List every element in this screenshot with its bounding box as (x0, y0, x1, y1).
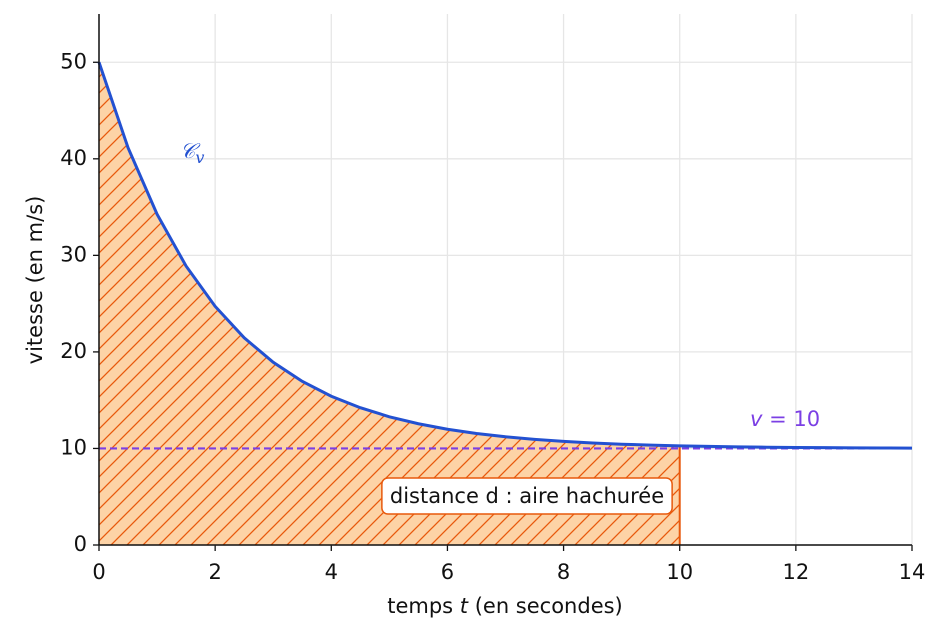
y-tick-label: 10 (60, 435, 87, 459)
asymptote-label: v = 10 (750, 407, 820, 431)
asymptote-value: = 10 (762, 407, 820, 431)
x-tick-label: 0 (92, 560, 105, 584)
curve-label-sub: v (195, 148, 204, 167)
x-tick-label: 4 (325, 560, 338, 584)
hatched-area (99, 62, 680, 545)
y-tick-label: 40 (60, 146, 87, 170)
x-tick-label: 8 (557, 560, 570, 584)
x-tick-label: 14 (899, 560, 926, 584)
annotation-box (381, 477, 673, 515)
curve-label: 𝒞v (180, 139, 204, 167)
y-tick-label: 50 (60, 49, 87, 73)
y-tick-label: 20 (60, 339, 87, 363)
annotation: distance d : aire hachurée (390, 484, 664, 508)
asymptote-var: v (750, 407, 763, 431)
y-tick-label: 0 (74, 532, 87, 556)
curve (97, 61, 913, 450)
x-tick-label: 10 (666, 560, 693, 584)
x-tick-label: 12 (782, 560, 809, 584)
y-tick-label: 30 (60, 242, 87, 266)
x-tick-label: 6 (441, 560, 454, 584)
x-tick-label: 2 (208, 560, 221, 584)
x-axis-label: temps t (en secondes) (387, 594, 623, 618)
y-axis-label: vitesse (en m/s) (23, 196, 47, 365)
